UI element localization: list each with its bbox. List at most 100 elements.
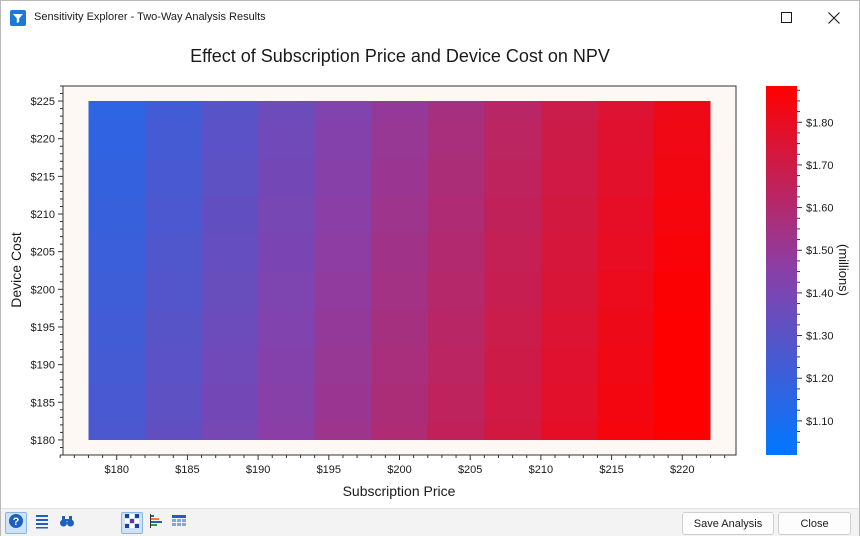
y-tick-label: $185 — [31, 397, 55, 409]
bar-chart-view-button[interactable] — [146, 512, 168, 534]
maximize-icon — [780, 12, 792, 23]
heatmap-cell — [371, 232, 429, 272]
close-button[interactable]: Close — [778, 512, 851, 535]
colorbar-tick-label: $1.30 — [806, 331, 834, 343]
heatmap-cell — [371, 345, 429, 385]
heatmap-cell — [314, 195, 372, 234]
heatmap-cell — [88, 308, 146, 347]
heatmap-cell — [201, 308, 259, 347]
heatmap-cell — [427, 195, 485, 234]
find-button[interactable] — [56, 512, 78, 534]
help-icon: ? — [8, 513, 24, 534]
heatmap-cell — [427, 101, 485, 121]
bar-chart-icon — [149, 513, 165, 534]
y-tick-label: $190 — [31, 360, 55, 372]
heatmap-cells — [88, 101, 711, 440]
colorbar-tick-label: $1.50 — [806, 245, 834, 257]
y-tick-label: $180 — [31, 435, 55, 447]
heatmap-cell — [540, 232, 599, 272]
heatmap-cell — [145, 421, 203, 440]
heatmap-cell — [484, 119, 542, 159]
heatmap-cell — [540, 101, 599, 121]
list-icon — [34, 513, 50, 534]
colorbar-tick-label: $1.80 — [806, 117, 834, 129]
x-axis: $180 $185 $190 $195 $200 $205 $210 $215 $220 — [59, 455, 726, 476]
heatmap-cell — [88, 195, 146, 234]
heatmap-cell — [314, 119, 372, 159]
heatmap-cell — [145, 101, 203, 121]
heatmap-cell — [145, 345, 203, 385]
heatmap-cell — [314, 101, 372, 121]
x-tick-label: $220 — [670, 464, 694, 476]
help-button[interactable]: ? — [5, 512, 27, 534]
heatmap-cell — [88, 232, 146, 272]
heatmap-cell — [653, 383, 711, 422]
heatmap-grid-icon — [124, 513, 140, 534]
heatmap-cell — [371, 101, 429, 121]
save-analysis-button[interactable]: Save Analysis — [682, 512, 774, 535]
heatmap-cell — [314, 157, 372, 196]
heatmap-cell — [597, 308, 655, 347]
heatmap-cell — [314, 383, 372, 422]
heatmap-cell — [653, 270, 711, 309]
filter-funnel-icon — [10, 10, 26, 26]
x-tick-label: $215 — [599, 464, 623, 476]
title-bar: Sensitivity Explorer - Two-Way Analysis … — [1, 1, 859, 34]
chart-title: Effect of Subscription Price and Device … — [190, 46, 610, 66]
heatmap-cell — [427, 383, 485, 422]
heatmap-cell — [484, 232, 542, 272]
heatmap-cell — [314, 345, 372, 385]
x-tick-label: $195 — [317, 464, 341, 476]
y-tick-label: $210 — [31, 209, 55, 221]
heatmap-cell — [484, 308, 542, 347]
x-axis-label: Subscription Price — [343, 483, 456, 499]
maximize-button[interactable] — [763, 1, 809, 34]
x-tick-label: $190 — [246, 464, 270, 476]
bottom-toolbar: ? — [1, 508, 859, 536]
heatmap-cell — [484, 421, 542, 440]
heatmap-cell — [484, 101, 542, 121]
y-tick-label: $200 — [31, 284, 55, 296]
close-window-button[interactable] — [811, 1, 857, 34]
heatmap-cell — [597, 383, 655, 422]
heatmap-cell — [653, 421, 711, 440]
heatmap-cell — [653, 157, 711, 196]
heatmap-cell — [145, 383, 203, 422]
heatmap-cell — [314, 270, 372, 309]
heatmap-cell — [145, 232, 203, 272]
heatmap-cell — [371, 157, 429, 196]
heatmap-cell — [258, 101, 316, 121]
heatmap-view-button[interactable] — [121, 512, 143, 534]
colorbar-tick-label: $1.20 — [806, 373, 834, 385]
heatmap-cell — [427, 119, 485, 159]
colorbar-label: (millions) — [836, 244, 851, 296]
heatmap-cell — [540, 345, 599, 385]
y-tick-label: $195 — [31, 322, 55, 334]
heatmap-cell — [201, 421, 259, 440]
heatmap-cell — [540, 195, 599, 234]
list-view-button[interactable] — [31, 512, 53, 534]
heatmap-cell — [201, 101, 259, 121]
x-tick-label: $185 — [175, 464, 199, 476]
heatmap-chart: Effect of Subscription Price and Device … — [8, 46, 851, 499]
heatmap-cell — [201, 157, 259, 196]
heatmap-cell — [653, 308, 711, 347]
heatmap-cell — [540, 157, 599, 196]
heatmap-cell — [88, 119, 146, 159]
heatmap-cell — [314, 421, 372, 440]
heatmap-cell — [540, 308, 599, 347]
heatmap-cell — [484, 345, 542, 385]
y-tick-label: $220 — [31, 134, 55, 146]
x-tick-label: $200 — [387, 464, 411, 476]
heatmap-cell — [258, 270, 316, 309]
heatmap-cell — [258, 157, 316, 196]
x-tick-label: $180 — [104, 464, 128, 476]
heatmap-cell — [314, 232, 372, 272]
heatmap-cell — [314, 308, 372, 347]
table-view-button[interactable] — [168, 512, 190, 534]
heatmap-cell — [201, 119, 259, 159]
heatmap-cell — [258, 119, 316, 159]
heatmap-cell — [371, 270, 429, 309]
heatmap-cell — [597, 101, 655, 121]
heatmap-cell — [145, 270, 203, 309]
